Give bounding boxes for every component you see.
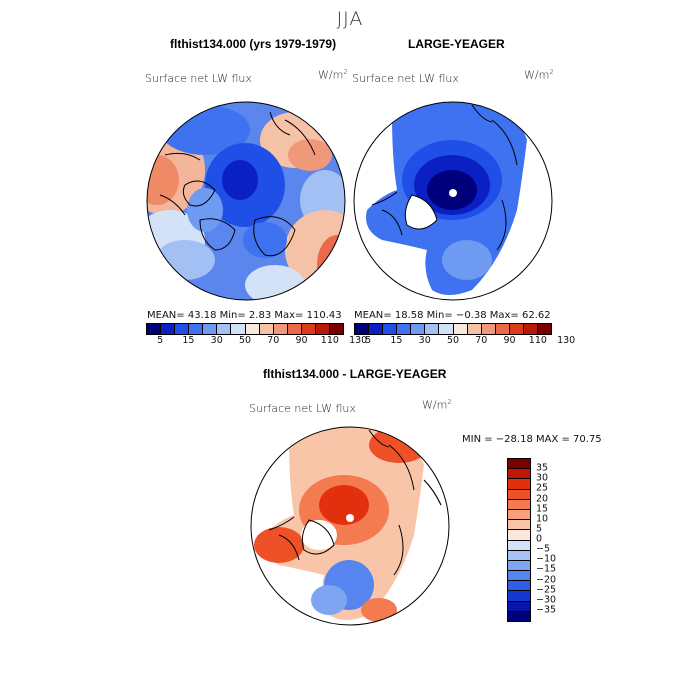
colorbar-swatch <box>508 530 530 541</box>
colorbar-tick-label: 30 <box>418 335 431 346</box>
colorbar-swatch <box>508 509 530 521</box>
colorbar-tick-label: −5 <box>536 543 551 555</box>
season-title: JJA <box>336 8 364 30</box>
colorbar-tick-label: 15 <box>182 335 195 346</box>
panel1-field-label: Surface net LW flux <box>145 72 252 85</box>
panel2-polar-map <box>353 101 553 301</box>
panel1-stats: MEAN= 43.18 Min= 2.83 Max= 110.43 <box>147 310 342 321</box>
colorbar-swatch <box>411 324 426 334</box>
colorbar-swatch <box>508 479 530 490</box>
colorbar-swatch <box>147 324 162 334</box>
colorbar-tick-label: 0 <box>536 533 543 545</box>
colorbar-tick-label: −35 <box>536 604 557 616</box>
panel3-polar-map <box>250 426 450 626</box>
colorbar-tick-label: 90 <box>503 335 516 346</box>
colorbar-tick-label: −30 <box>536 594 557 606</box>
colorbar-swatch <box>425 324 440 334</box>
colorbar-swatch <box>161 324 176 334</box>
colorbar-tick-label: 5 <box>536 523 543 535</box>
colorbar-tick-label: 10 <box>536 513 549 525</box>
panel1-polar-map <box>146 101 346 301</box>
colorbar-tick-label: −25 <box>536 584 557 596</box>
colorbar-swatch <box>287 324 302 334</box>
colorbar-swatch <box>369 324 384 334</box>
colorbar-swatch <box>301 324 316 334</box>
colorbar-tick-label: 110 <box>320 335 339 346</box>
colorbar-swatch <box>453 324 468 334</box>
colorbar-swatch <box>203 324 218 334</box>
colorbar-swatch <box>508 459 530 470</box>
colorbar-tick-label: 30 <box>536 472 549 484</box>
panel1-title: flthist134.000 (yrs 1979-1979) <box>170 37 337 51</box>
colorbar-swatch <box>439 324 454 334</box>
colorbar-tick-label: −15 <box>536 563 557 575</box>
panel2-title: LARGE-YEAGER <box>408 37 505 51</box>
colorbar-swatch <box>523 324 539 334</box>
colorbar-tick-label: 50 <box>238 335 252 346</box>
colorbar-swatch <box>508 611 530 621</box>
colorbar-tick-label: 70 <box>267 335 280 346</box>
colorbar-swatch <box>217 324 232 334</box>
colorbar-swatch <box>259 324 274 334</box>
colorbar-swatch <box>231 324 246 334</box>
panel3-title: flthist134.000 - LARGE-YEAGER <box>263 367 447 381</box>
colorbar-swatch <box>508 581 530 592</box>
colorbar-swatch <box>397 324 412 334</box>
colorbar-swatch <box>330 324 344 334</box>
colorbar-swatch <box>189 324 204 334</box>
colorbar-swatch <box>508 591 530 602</box>
colorbar-tick-label: 50 <box>446 335 460 346</box>
panel1-units: W/m2 <box>318 68 348 82</box>
colorbar-swatch <box>175 324 190 334</box>
colorbar-tick-label: 5 <box>365 335 372 346</box>
diff-colorbar <box>507 458 531 622</box>
colorbar-swatch <box>508 560 530 572</box>
panel3-units: W/m2 <box>422 398 452 412</box>
colorbar-tick-label: 90 <box>295 335 308 346</box>
colorbar-tick-label: 20 <box>536 493 549 504</box>
panel3-stats: MIN = −28.18 MAX = 70.75 <box>462 434 602 445</box>
colorbar-tick-label: 30 <box>210 335 223 346</box>
colorbar-swatch <box>508 601 530 612</box>
colorbar-tick-label: 130 <box>557 335 576 346</box>
panel2-units: W/m2 <box>524 68 554 82</box>
panel2-stats: MEAN= 18.58 Min= −0.38 Max= 62.62 <box>354 310 551 321</box>
diff-colorbar-ticks: 35 30 25 20 15 10 5 0 −5 −10 −15 −20 −25 −30 −35 <box>536 458 576 620</box>
colorbar-swatch <box>355 324 370 334</box>
colorbar-swatch <box>273 324 288 334</box>
colorbar-swatch <box>508 571 530 582</box>
colorbar-tick-label: −10 <box>536 553 557 565</box>
colorbar-swatch <box>508 550 530 561</box>
colorbar-swatch <box>508 469 530 480</box>
colorbar-tick-label: −20 <box>536 574 557 585</box>
colorbar-swatch <box>509 324 524 334</box>
colorbar-swatch <box>538 324 552 334</box>
panel1-colorbar: 5 15 30 50 70 90 110 130 <box>146 323 367 347</box>
colorbar-tick-label: 25 <box>536 482 549 494</box>
colorbar-tick-label: 35 <box>536 462 549 474</box>
colorbar-tick-label: 5 <box>157 335 164 346</box>
colorbar-swatch <box>245 324 260 334</box>
colorbar-tick-label: 15 <box>536 503 549 515</box>
colorbar-swatch <box>481 324 496 334</box>
panel2-field-label: Surface net LW flux <box>352 72 459 85</box>
colorbar-swatch <box>508 489 530 500</box>
colorbar-swatch <box>495 324 510 334</box>
colorbar-swatch <box>508 540 530 551</box>
colorbar-swatch <box>508 499 530 510</box>
colorbar-swatch <box>508 520 530 531</box>
colorbar-tick-label: 15 <box>390 335 403 346</box>
colorbar-swatch <box>467 324 482 334</box>
colorbar-tick-label: 110 <box>528 335 547 346</box>
colorbar-tick-label: 70 <box>475 335 488 346</box>
panel3-field-label: Surface net LW flux <box>249 402 356 415</box>
colorbar-swatch <box>383 324 398 334</box>
panel2-colorbar: 5 15 30 50 70 90 110 130 <box>354 323 575 347</box>
colorbar-tick-label: 130 <box>349 335 368 346</box>
colorbar-swatch <box>315 324 331 334</box>
